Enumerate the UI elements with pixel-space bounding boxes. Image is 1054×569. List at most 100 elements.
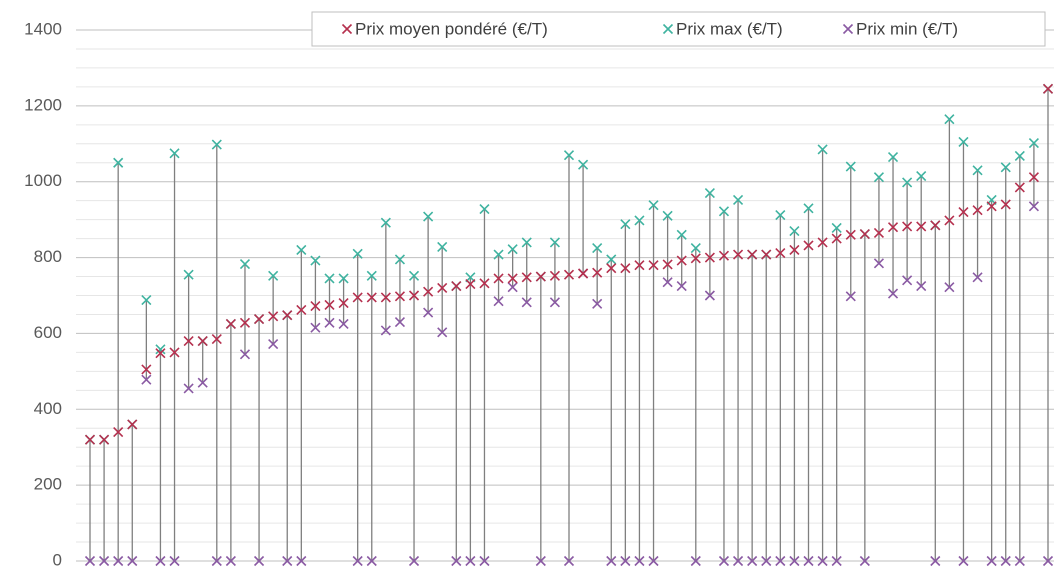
marker [662,277,673,288]
marker [113,157,124,168]
marker [916,170,927,182]
marker [239,317,251,328]
marker [690,555,701,567]
marker [986,201,997,212]
marker [775,210,786,221]
marker [423,307,434,318]
marker [521,272,532,283]
marker [662,259,673,270]
marker [634,215,645,226]
marker [127,555,138,567]
marker [648,260,659,271]
marker [296,244,307,256]
marker [507,244,518,255]
marker [394,254,406,265]
legend-marker [662,23,674,35]
marker [479,203,490,215]
marker [1014,555,1025,567]
marker [437,282,448,293]
marker [845,291,856,302]
y-tick-label: 1200 [24,95,62,114]
marker [521,237,532,248]
marker [718,206,730,217]
marker [676,229,687,240]
marker [1028,137,1039,149]
marker [155,348,166,359]
ranges [89,88,1049,561]
marker [338,298,349,309]
marker [507,273,518,284]
marker [451,555,462,567]
marker [380,325,391,336]
marker [394,291,406,302]
marker [916,221,927,232]
marker [507,282,518,293]
marker [324,317,335,328]
legend: Prix moyen pondéré (€/T) Prix max (€/T) Pr… [311,11,1046,47]
marker [451,280,462,292]
marker [803,555,814,567]
marker [549,270,560,281]
marker [592,243,603,254]
marker [958,206,969,218]
marker [747,555,758,567]
marker [620,263,631,274]
marker [380,292,391,303]
marker [718,250,730,261]
marker [873,172,885,183]
marker [296,304,307,315]
marker [113,555,124,567]
marker [845,161,856,172]
marker [1000,162,1011,173]
marker [99,555,110,567]
marker [268,311,279,322]
marker [930,555,941,567]
marker [944,114,955,125]
marker [437,241,448,253]
marker [380,217,391,228]
marker [141,374,152,385]
marker [141,294,152,306]
marker [408,290,420,301]
marker [972,205,983,216]
marker [972,272,983,283]
marker [352,292,363,303]
marker [916,280,927,292]
marker [831,233,842,244]
marker [211,334,222,345]
marker [549,237,560,248]
marker [831,555,842,567]
marker [549,297,560,308]
marker [155,344,166,355]
y-tick-label: 1000 [24,171,62,190]
marker [578,268,589,279]
marker [282,555,293,567]
y-tick-label: 400 [34,399,62,418]
marker [155,555,166,567]
markers [84,83,1054,567]
marker [394,316,406,328]
marker [859,555,870,567]
marker [225,555,236,567]
marker [535,555,546,567]
marker [338,273,349,284]
marker [239,258,251,270]
marker [563,555,575,567]
legend-box [311,11,1046,47]
marker [563,150,575,161]
marker [1014,150,1025,161]
marker [253,313,265,325]
marker [296,555,307,567]
marker [465,555,476,567]
marker [127,419,138,430]
marker [606,555,617,567]
marker [493,273,504,284]
marker [479,555,490,567]
marker [253,555,265,567]
marker [578,159,589,170]
marker [84,434,96,445]
marker [873,227,885,238]
marker [732,249,744,260]
marker [408,555,420,567]
marker [183,269,194,280]
